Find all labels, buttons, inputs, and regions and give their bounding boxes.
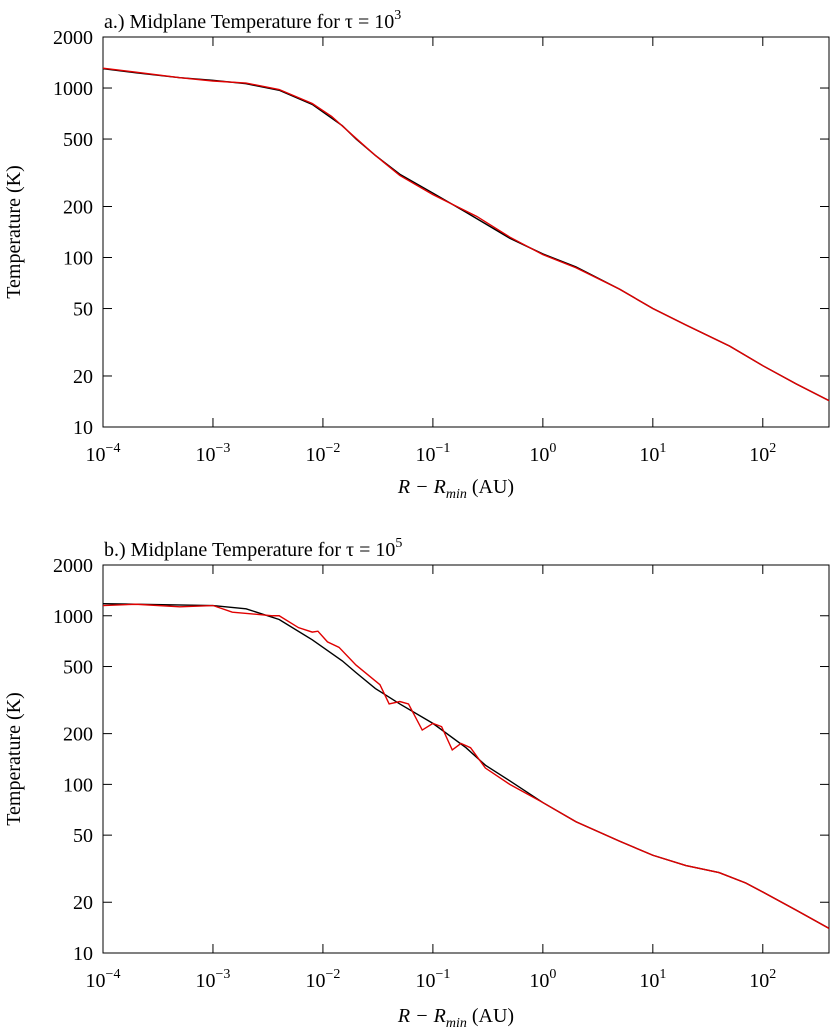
x-tick-label: 100 (529, 967, 556, 992)
data-line (102, 603, 830, 929)
y-tick-label: 20 (73, 366, 93, 388)
x-tick-label: 10−2 (305, 441, 340, 466)
y-tick-label: 2000 (53, 27, 93, 49)
y-tick-label: 100 (63, 248, 93, 270)
x-label-unit: (AU) (467, 1005, 514, 1027)
x-tick-label: 10−3 (196, 967, 231, 992)
y-tick-label: 500 (63, 129, 93, 151)
y-tick-label: 200 (63, 724, 93, 746)
y-tick-label: 50 (73, 299, 93, 321)
y-tick-label: 10 (73, 943, 93, 965)
title-exponent: 3 (394, 8, 401, 23)
data-line (102, 68, 830, 402)
y-tick-label: 50 (73, 825, 93, 847)
x-label-unit: (AU) (467, 476, 514, 498)
y-tick-label: 1000 (53, 606, 93, 628)
x-tick-label: 10−1 (415, 967, 450, 992)
title-text: a.) Midplane Temperature for τ = 10 (104, 11, 394, 33)
y-tick-label: 2000 (53, 555, 93, 577)
y-tick-label: 500 (63, 657, 93, 679)
plot-frame (102, 36, 830, 428)
x-tick-label: 10−4 (86, 967, 121, 992)
y-axis-label: Temperature (K) (3, 692, 25, 826)
x-tick-label: 101 (639, 441, 666, 466)
chart-title: a.) Midplane Temperature for τ = 103 (104, 8, 401, 33)
x-axis-label: R − Rmin (AU) (397, 476, 514, 502)
data-line (102, 67, 830, 402)
y-tick-label: 100 (63, 774, 93, 796)
y-tick-label: 1000 (53, 78, 93, 100)
y-axis-label: Temperature (K) (3, 165, 25, 299)
x-label-sub: min (446, 487, 467, 502)
x-tick-label: 10−3 (196, 441, 231, 466)
y-tick-label: 20 (73, 892, 93, 914)
x-tick-label: 10−4 (86, 441, 121, 466)
x-tick-label: 101 (639, 967, 666, 992)
x-tick-label: 100 (529, 441, 556, 466)
x-tick-label: 102 (749, 441, 776, 466)
x-tick-label: 10−2 (305, 967, 340, 992)
x-axis-label: R − Rmin (AU) (397, 1005, 514, 1031)
x-label-main: R − R (397, 476, 446, 498)
x-tick-label: 10−1 (415, 441, 450, 466)
x-tick-label: 102 (749, 967, 776, 992)
data-line (102, 602, 830, 929)
x-label-main: R − R (397, 1005, 446, 1027)
plot-frame (102, 564, 830, 954)
y-tick-label: 200 (63, 196, 93, 218)
x-label-sub: min (446, 1016, 467, 1031)
chart-title: b.) Midplane Temperature for τ = 105 (104, 536, 402, 561)
title-exponent: 5 (395, 536, 402, 551)
y-tick-label: 10 (73, 417, 93, 439)
title-text: b.) Midplane Temperature for τ = 10 (104, 539, 395, 561)
